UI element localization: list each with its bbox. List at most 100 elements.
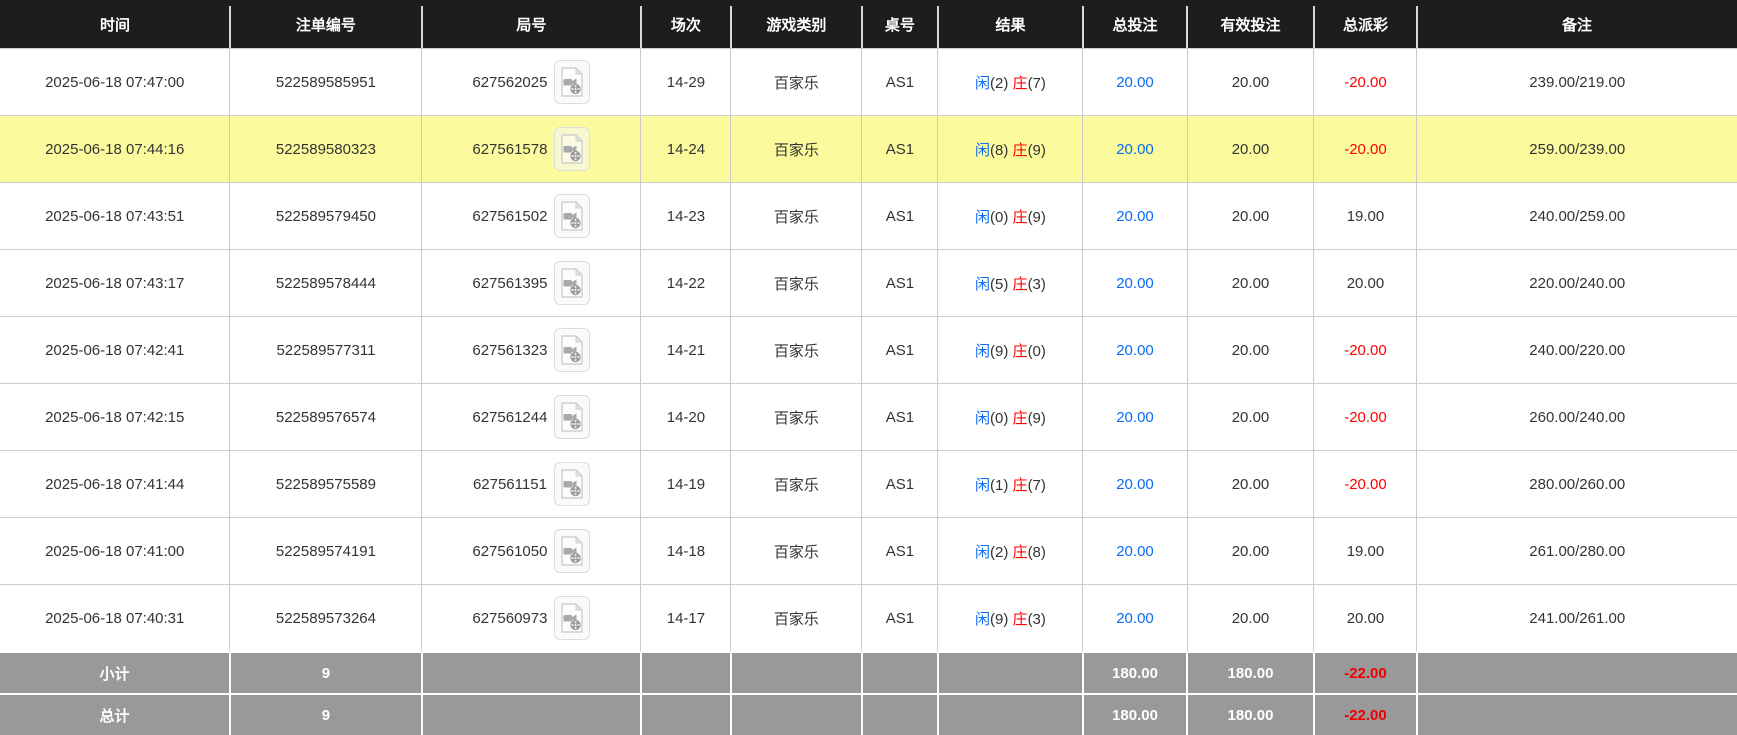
cell-result: 闲(0) 庄(9) [937, 383, 1084, 451]
column-header-order-no: 注单编号 [228, 0, 422, 49]
cell-order-no: 522589574191 [229, 517, 423, 585]
cell-time: 2025-06-18 07:41:00 [0, 517, 231, 585]
table-row[interactable]: 2025-06-18 07:41:00 522589574191 6275610… [0, 517, 1737, 585]
cell-table-no: AS1 [861, 48, 939, 116]
total-empty-session [639, 693, 732, 735]
column-header-round-no: 局号 [420, 0, 641, 49]
cell-remark: 241.00/261.00 [1416, 584, 1737, 653]
column-header-valid-bet: 有效投注 [1186, 0, 1314, 49]
subtotal-empty-game [729, 651, 863, 695]
cell-payout: 20.00 [1313, 249, 1418, 317]
video-record-icon [560, 335, 584, 365]
table-row[interactable]: 2025-06-18 07:42:41 522589577311 6275613… [0, 316, 1737, 384]
banker-result-score: (7) [1027, 476, 1046, 494]
total-empty-table [860, 693, 939, 735]
cell-payout: 20.00 [1313, 584, 1418, 653]
video-record-icon [560, 603, 584, 633]
cell-session: 14-29 [640, 48, 732, 116]
table-row[interactable]: 2025-06-18 07:40:31 522589573264 6275609… [0, 584, 1737, 653]
banker-result-score: (3) [1027, 610, 1046, 628]
column-header-remark: 备注 [1415, 0, 1737, 49]
cell-round-no: 627561502 [421, 182, 642, 250]
cell-session: 14-20 [640, 383, 732, 451]
banker-result-score: (9) [1027, 141, 1046, 159]
cell-session: 14-22 [640, 249, 732, 317]
cell-remark: 240.00/220.00 [1416, 316, 1737, 384]
cell-order-no: 522589576574 [229, 383, 423, 451]
table-row[interactable]: 2025-06-18 07:42:15 522589576574 6275612… [0, 383, 1737, 451]
round-no-value: 627560973 [472, 609, 548, 627]
cell-result: 闲(0) 庄(9) [937, 182, 1084, 250]
cell-round-no: 627561578 [421, 115, 642, 183]
banker-result-score: (8) [1027, 543, 1046, 561]
banker-result-score: (3) [1027, 275, 1046, 293]
round-no-value: 627561323 [472, 341, 548, 359]
table-row[interactable]: 2025-06-18 07:47:00 522589585951 6275620… [0, 48, 1737, 116]
column-header-session: 场次 [639, 0, 731, 49]
banker-result-label: 庄 [1012, 342, 1028, 360]
subtotal-empty-table [860, 651, 939, 695]
cell-payout: 19.00 [1313, 517, 1418, 585]
round-no-value: 627561502 [472, 207, 548, 225]
video-replay-button[interactable] [554, 60, 591, 104]
cell-remark: 260.00/240.00 [1416, 383, 1737, 451]
video-replay-button[interactable] [554, 529, 591, 573]
cell-game-type: 百家乐 [730, 316, 863, 384]
total-payout: -22.00 [1312, 693, 1418, 735]
cell-valid-bet: 20.00 [1186, 450, 1315, 518]
cell-result: 闲(5) 庄(3) [937, 249, 1084, 317]
subtotal-remark [1415, 651, 1737, 695]
cell-order-no: 522589575589 [229, 450, 423, 518]
table-row[interactable]: 2025-06-18 07:44:16 522589580323 6275615… [0, 115, 1737, 183]
table-row[interactable]: 2025-06-18 07:43:51 522589579450 6275615… [0, 182, 1737, 250]
table-row[interactable]: 2025-06-18 07:43:17 522589578444 6275613… [0, 249, 1737, 317]
video-record-icon [560, 134, 584, 164]
player-result-label: 闲 [975, 476, 991, 494]
subtotal-total-bet: 180.00 [1081, 651, 1189, 695]
video-replay-button[interactable] [554, 596, 591, 640]
cell-session: 14-18 [640, 517, 732, 585]
cell-round-no: 627561050 [421, 517, 642, 585]
cell-table-no: AS1 [861, 249, 939, 317]
cell-result: 闲(2) 庄(8) [937, 517, 1084, 585]
cell-payout: -20.00 [1313, 450, 1418, 518]
column-header-table-no: 桌号 [860, 0, 938, 49]
cell-game-type: 百家乐 [730, 182, 863, 250]
cell-order-no: 522589579450 [229, 182, 423, 250]
cell-remark: 259.00/239.00 [1416, 115, 1737, 183]
total-empty-result [936, 693, 1084, 735]
video-record-icon [560, 67, 584, 97]
table-row[interactable]: 2025-06-18 07:41:44 522589575589 6275611… [0, 450, 1737, 518]
cell-time: 2025-06-18 07:43:51 [0, 182, 231, 250]
video-replay-button[interactable] [554, 127, 591, 171]
video-replay-button[interactable] [554, 395, 591, 439]
cell-session: 14-19 [640, 450, 732, 518]
subtotal-label: 小计 [0, 651, 231, 695]
video-record-icon [560, 402, 584, 432]
cell-time: 2025-06-18 07:40:31 [0, 584, 231, 653]
cell-round-no: 627562025 [421, 48, 642, 116]
cell-round-no: 627561151 [421, 450, 642, 518]
total-row: 总计 9 180.00 180.00 -22.00 [0, 693, 1737, 735]
banker-result-label: 庄 [1012, 208, 1028, 226]
cell-order-no: 522589578444 [229, 249, 423, 317]
cell-valid-bet: 20.00 [1186, 249, 1315, 317]
cell-round-no: 627561244 [421, 383, 642, 451]
cell-order-no: 522589577311 [229, 316, 423, 384]
cell-total-bet: 20.00 [1082, 182, 1188, 250]
cell-game-type: 百家乐 [730, 517, 863, 585]
cell-valid-bet: 20.00 [1186, 48, 1315, 116]
video-replay-button[interactable] [554, 328, 591, 372]
cell-table-no: AS1 [861, 517, 939, 585]
video-replay-button[interactable] [554, 261, 591, 305]
cell-order-no: 522589585951 [229, 48, 423, 116]
cell-time: 2025-06-18 07:42:15 [0, 383, 231, 451]
cell-order-no: 522589580323 [229, 115, 423, 183]
subtotal-row: 小计 9 180.00 180.00 -22.00 [0, 651, 1737, 695]
video-replay-button[interactable] [553, 462, 590, 506]
player-result-label: 闲 [975, 275, 991, 293]
video-replay-button[interactable] [554, 194, 591, 238]
subtotal-empty-result [936, 651, 1084, 695]
table-footer: 小计 9 180.00 180.00 -22.00 总计 9 180.00 18… [0, 651, 1737, 735]
cell-game-type: 百家乐 [730, 383, 863, 451]
